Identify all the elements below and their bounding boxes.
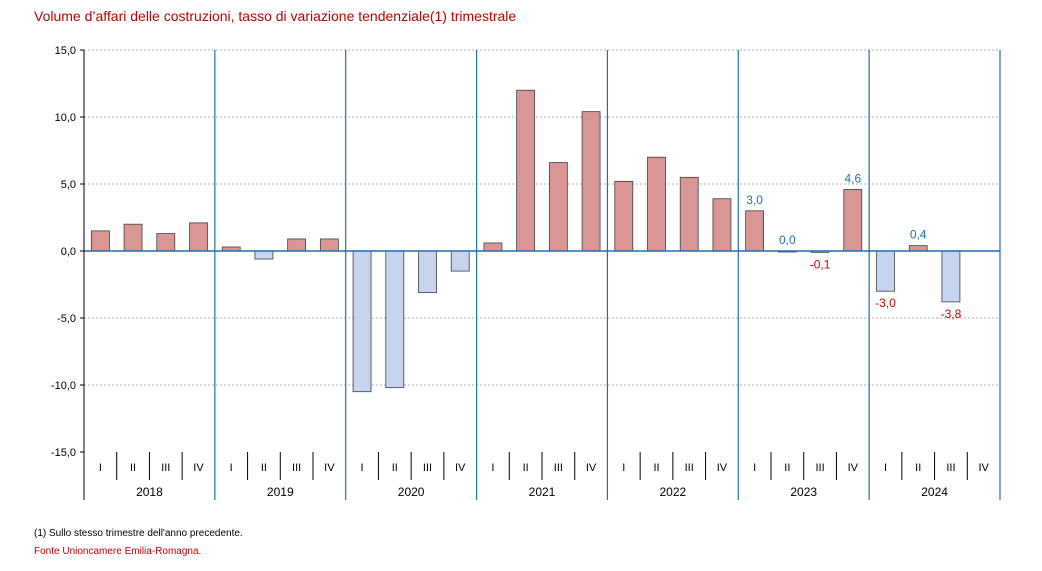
quarter-label: I	[622, 462, 625, 474]
bar	[287, 238, 307, 252]
bar	[614, 180, 634, 252]
bar	[385, 250, 405, 389]
source-note: Fonte Unioncamere Emilia-Romagna.	[34, 546, 202, 557]
y-tick-label: -10,0	[51, 380, 76, 392]
chart-title: Volume d’affari delle costruzioni, tasso…	[34, 8, 517, 24]
data-label: -0,1	[810, 257, 831, 271]
bars	[90, 89, 961, 393]
footnote: (1) Sullo stesso trimestre dell'anno pre…	[34, 528, 243, 539]
quarter-label: III	[423, 462, 432, 474]
quarter-label: III	[292, 462, 301, 474]
y-tick-label: -15,0	[51, 447, 76, 459]
bar	[156, 233, 176, 252]
quarter-label: I	[753, 462, 756, 474]
y-tick-label: 0,0	[61, 246, 76, 258]
quarter-label: II	[653, 462, 659, 474]
data-label: -3,0	[875, 296, 896, 310]
bar	[745, 210, 765, 252]
year-label: 2019	[267, 485, 294, 499]
quarter-label: IV	[193, 462, 204, 474]
quarter-label: II	[784, 462, 790, 474]
y-tick-label: -5,0	[57, 313, 76, 325]
quarter-label: II	[915, 462, 921, 474]
quarter-label: II	[523, 462, 529, 474]
bar	[90, 230, 110, 252]
bar-chart: 15,010,05,00,0-5,0-10,0-15,0I II III IV I II I…	[51, 45, 1001, 500]
year-label: 2023	[790, 485, 817, 499]
quarter-label: I	[99, 462, 102, 474]
bar	[941, 250, 961, 303]
year-label: 2021	[529, 485, 556, 499]
bar	[516, 89, 536, 252]
quarter-label: III	[161, 462, 170, 474]
bar	[548, 162, 568, 252]
bar	[123, 223, 143, 252]
data-label: 0,4	[910, 228, 927, 242]
quarter-label: I	[230, 462, 233, 474]
data-label: -3,8	[941, 307, 962, 321]
bar	[352, 250, 372, 393]
bar	[647, 156, 666, 252]
bar	[254, 250, 274, 260]
quarter-label: I	[491, 462, 494, 474]
data-label: 4,6	[844, 171, 861, 185]
bar	[876, 250, 895, 292]
y-tick-label: 10,0	[55, 112, 76, 124]
year-label: 2022	[660, 485, 687, 499]
bar	[319, 238, 339, 252]
quarter-label: IV	[848, 462, 859, 474]
quarter-label: I	[884, 462, 887, 474]
quarter-label: IV	[978, 462, 989, 474]
year-label: 2024	[921, 485, 948, 499]
year-label: 2020	[398, 485, 425, 499]
quarter-label: IV	[324, 462, 335, 474]
quarter-label: III	[554, 462, 563, 474]
quarter-label: II	[392, 462, 398, 474]
quarter-label: I	[361, 462, 364, 474]
data-label: 3,0	[746, 193, 763, 207]
quarter-label: III	[815, 462, 824, 474]
data-label: 0,0	[779, 233, 796, 247]
quarter-label: III	[685, 462, 694, 474]
y-tick-label: 15,0	[55, 45, 76, 57]
bar	[679, 176, 699, 252]
bar	[189, 222, 208, 252]
quarter-label: IV	[586, 462, 597, 474]
bar	[581, 111, 601, 252]
bar	[712, 198, 732, 252]
axes	[80, 49, 1001, 500]
gridlines	[84, 49, 1000, 386]
bar	[908, 245, 928, 252]
bar	[450, 250, 470, 272]
year-label: 2018	[136, 485, 163, 499]
bar	[843, 188, 863, 252]
quarter-label: III	[946, 462, 955, 474]
bar	[418, 250, 437, 293]
labels: 15,010,05,00,0-5,0-10,0-15,0I II III IV I II I…	[51, 45, 990, 499]
quarter-label: II	[130, 462, 136, 474]
quarter-label: II	[261, 462, 267, 474]
y-tick-label: 5,0	[61, 179, 76, 191]
quarter-label: IV	[455, 462, 466, 474]
quarter-label: IV	[717, 462, 728, 474]
bar	[483, 242, 503, 252]
